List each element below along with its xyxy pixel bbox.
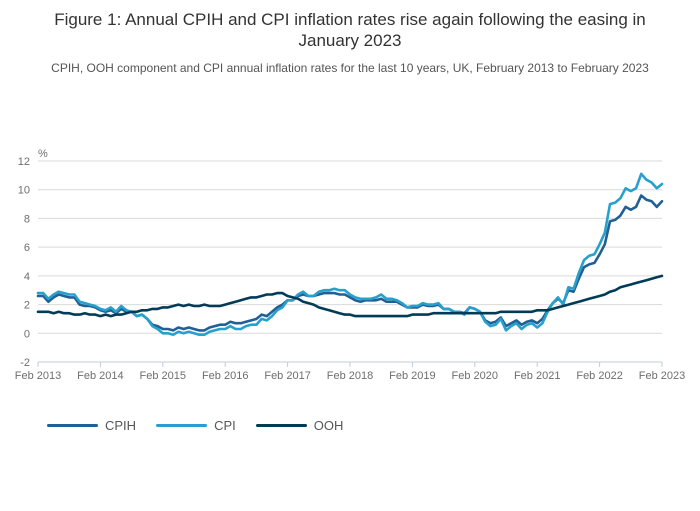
page: { "figure": { "title": "Figure 1: Annual…	[0, 9, 700, 511]
y-tick-label: -2	[20, 357, 30, 369]
x-tick-label: Feb 2022	[576, 370, 622, 382]
legend-label-cpi: CPI	[214, 417, 236, 433]
chart-svg: -2 0 2 4 6 8 10 12% Feb 2013 Feb 2014 Feb 2015 Feb …	[15, 148, 685, 382]
figure-title: Figure 1: Annual CPIH and CPI inflation …	[54, 10, 646, 50]
chart-legend: CPIH CPI OOH	[47, 417, 363, 433]
series-line-ooh	[36, 274, 664, 318]
legend-item-ooh: OOH	[255, 417, 344, 433]
x-tick-label: Feb 2021	[514, 370, 560, 382]
y-tick-label: 0	[24, 328, 30, 340]
x-tick-label: Feb 2020	[452, 370, 498, 382]
legend-item-cpi: CPI	[156, 418, 236, 433]
y-tick-label: 8	[24, 213, 30, 225]
x-tick-label: Feb 2016	[202, 370, 248, 382]
figure-subtitle: CPIH, OOH component and CPI annual infla…	[51, 61, 649, 75]
x-tick-label: Feb 2014	[77, 370, 123, 382]
legend-label-cpih: CPIH	[105, 417, 137, 433]
series-line-cpih	[36, 194, 664, 332]
y-tick-label: 12	[18, 156, 30, 168]
y-tick-label: 2	[24, 300, 30, 312]
legend-swatch-cpi	[156, 423, 208, 427]
x-tick-label: Feb 2017	[264, 370, 310, 382]
x-tick-label: Feb 2018	[327, 370, 373, 382]
legend-swatch-cpih	[47, 423, 98, 427]
x-tick-label: Feb 2015	[140, 370, 186, 382]
x-tick-label: Feb 2019	[389, 370, 435, 382]
y-tick-label: 10	[18, 185, 30, 197]
legend-label-ooh: OOH	[313, 417, 344, 433]
y-tick-label: 6	[24, 242, 30, 254]
x-tick-label: Feb 2023	[639, 370, 685, 382]
y-tick-label: 4	[24, 271, 30, 283]
legend-swatch-ooh	[255, 423, 307, 427]
series-line-cpi	[36, 172, 664, 336]
line-chart: -2 0 2 4 6 8 10 12% Feb 2013 Feb 2014 Feb 2015 Feb …	[0, 144, 700, 394]
x-tick-label: Feb 2013	[15, 370, 61, 382]
legend-item-cpih: CPIH	[47, 418, 136, 433]
y-axis-unit-label: %	[38, 148, 48, 160]
